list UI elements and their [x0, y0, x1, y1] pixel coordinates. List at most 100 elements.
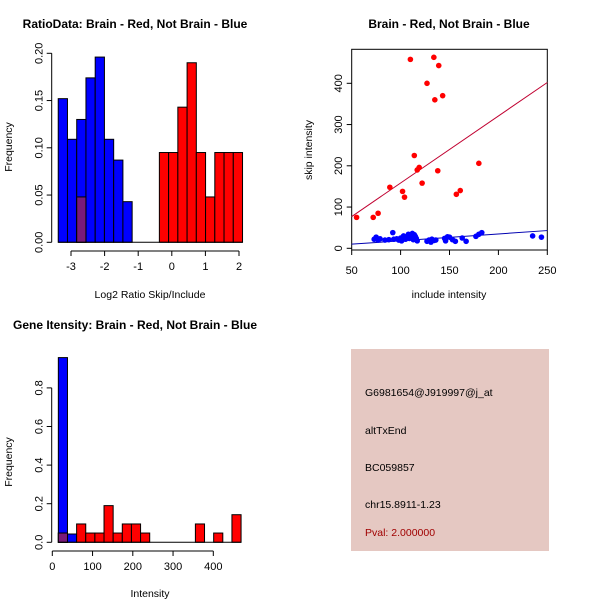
ratio-histogram-x-tick-label: -1: [133, 261, 143, 273]
ratio-histogram-x-tick-label: 0: [169, 261, 175, 273]
gene-intensity-y-tick-label: 0.0: [34, 535, 46, 550]
scatter-point-blue: [414, 238, 421, 244]
scatter-point-red: [453, 191, 460, 198]
gene-intensity-bar: [194, 523, 206, 543]
scatter-point-blue: [389, 229, 396, 236]
gene-intensity-bar: [112, 532, 123, 543]
scatter-x-tick-label: 200: [489, 265, 507, 277]
scatter-point-red: [434, 167, 441, 174]
scatter-point-red: [424, 80, 430, 87]
ratio-histogram-bar: [122, 201, 133, 243]
gene-intensity-histogram: Gene Itensity: Brain - Red, Not Brain - …: [3, 318, 257, 600]
scatter-y-tick-label: 200: [333, 157, 345, 175]
scatter-point-red: [435, 62, 442, 69]
gene-intensity-y-tick-label: 0.4: [34, 457, 46, 472]
ratio-histogram-y-tick-label: 0.15: [34, 90, 46, 111]
scatter-point-red: [476, 160, 482, 167]
gene-intensity-x-tick-label: 0: [49, 561, 55, 573]
scatter-point-red: [407, 56, 414, 63]
gene-intensity-ylabel: Frequency: [3, 436, 15, 486]
scatter-point-blue: [377, 236, 383, 242]
scatter-y-tick-label: 100: [333, 198, 345, 216]
scatter-point-blue: [452, 238, 459, 245]
gene-intensity-bar: [66, 533, 78, 543]
ratio-histogram-y-tick-label: 0.10: [34, 137, 46, 158]
scatter-point-red: [399, 188, 406, 195]
scatter-point-blue: [386, 236, 392, 243]
accession: BC059857: [365, 462, 415, 474]
ratio-histogram-bar: [113, 159, 124, 243]
ratio-histogram-bar: [195, 152, 207, 243]
scatter-fit-line-red: [351, 82, 548, 217]
ratio-histogram-x-tick-label: -3: [66, 261, 76, 273]
scatter-point-blue: [459, 235, 466, 241]
scatter-point-red: [416, 164, 422, 171]
scatter-point-red: [457, 187, 464, 194]
ratio-histogram-title: RatioData: Brain - Red, Not Brain - Blue: [23, 17, 248, 31]
info-panel-background: [351, 349, 549, 551]
gene-intensity-bar: [76, 523, 87, 543]
gene-intensity-bar: [57, 357, 68, 543]
gene-intensity-x-tick-label: 100: [83, 561, 101, 573]
probe-id: G6981654@J919997@j_at: [365, 387, 493, 399]
ratio-histogram-y-tick-label: 0.05: [34, 184, 46, 205]
gene-intensity-bar: [103, 505, 114, 543]
scatter-point-blue: [433, 237, 439, 243]
gene-intensity-y-tick-label: 0.8: [34, 380, 46, 395]
scatter-y-tick-label: 300: [333, 115, 345, 133]
scatter-point-red: [419, 180, 425, 186]
scatter-y-tick-label: 0: [333, 245, 345, 251]
scatter-xlabel: include intensity: [412, 289, 487, 301]
ratio-histogram-bar: [85, 77, 96, 243]
intensity-scatter: Brain - Red, Not Brain - Blue include in…: [303, 17, 556, 301]
scatter-point-red: [432, 97, 438, 103]
scatter-point-red: [387, 184, 393, 191]
ratio-histogram-x-tick-label: 1: [202, 261, 208, 273]
gene-intensity-title: Gene Itensity: Brain - Red, Not Brain - …: [13, 318, 257, 332]
event-type: altTxEnd: [365, 425, 407, 437]
info-panel: G6981654@J919997@j_at altTxEnd BC059857 …: [351, 349, 549, 551]
ratio-histogram-bar: [223, 152, 234, 243]
gene-intensity-bar: [94, 532, 105, 543]
gene-intensity-bar: [130, 523, 142, 543]
ratio-histogram-x-tick-label: -2: [100, 261, 110, 273]
scatter-point-red: [375, 210, 381, 217]
gene-intensity-x-tick-label: 200: [124, 561, 142, 573]
scatter-ylabel: skip intensity: [303, 119, 315, 180]
ratio-histogram-bar: [177, 106, 188, 243]
scatter-point-blue: [538, 234, 545, 240]
gene-intensity-y-tick-label: 0.2: [34, 496, 46, 511]
gene-intensity-x-tick-label: 300: [164, 561, 182, 573]
gene-intensity-y-tick-label: 0.6: [34, 419, 46, 434]
ratio-histogram-bar: [232, 152, 244, 243]
scatter-x-tick-label: 100: [391, 265, 409, 277]
ratio-histogram-bar: [214, 152, 225, 243]
ratio-histogram-bar: [186, 62, 197, 243]
scatter-point-red: [411, 152, 418, 159]
scatter-title: Brain - Red, Not Brain - Blue: [368, 17, 530, 31]
scatter-point-red: [353, 214, 360, 221]
pval: Pval: 2.000000: [365, 527, 435, 539]
gene-intensity-bar: [213, 532, 224, 543]
ratio-histogram-bar: [76, 196, 87, 243]
scatter-x-tick-label: 150: [440, 265, 458, 277]
location: chr15.8911-1.23: [365, 499, 441, 511]
scatter-point-red: [431, 54, 437, 61]
gene-intensity-overlap-bar: [57, 532, 68, 543]
ratio-histogram-xlabel: Log2 Ratio Skip/Include: [95, 289, 206, 301]
gene-intensity-bar: [85, 532, 96, 543]
gene-intensity-x-tick-label: 400: [204, 561, 222, 573]
ratio-histogram-bar: [205, 196, 216, 243]
gene-intensity-bar: [231, 514, 242, 543]
scatter-point-blue: [529, 233, 536, 239]
scatter-x-tick-label: 250: [538, 265, 556, 277]
gene-intensity-bar: [121, 523, 132, 543]
ratio-histogram-x-tick-label: 2: [236, 261, 242, 273]
scatter-point-red: [401, 194, 408, 200]
scatter-x-tick-label: 50: [346, 265, 358, 277]
ratio-histogram-y-tick-label: 0.00: [34, 232, 46, 253]
ratio-histogram-bar: [158, 152, 170, 243]
ratio-histogram-bar: [66, 138, 78, 243]
scatter-point-red: [439, 92, 446, 99]
